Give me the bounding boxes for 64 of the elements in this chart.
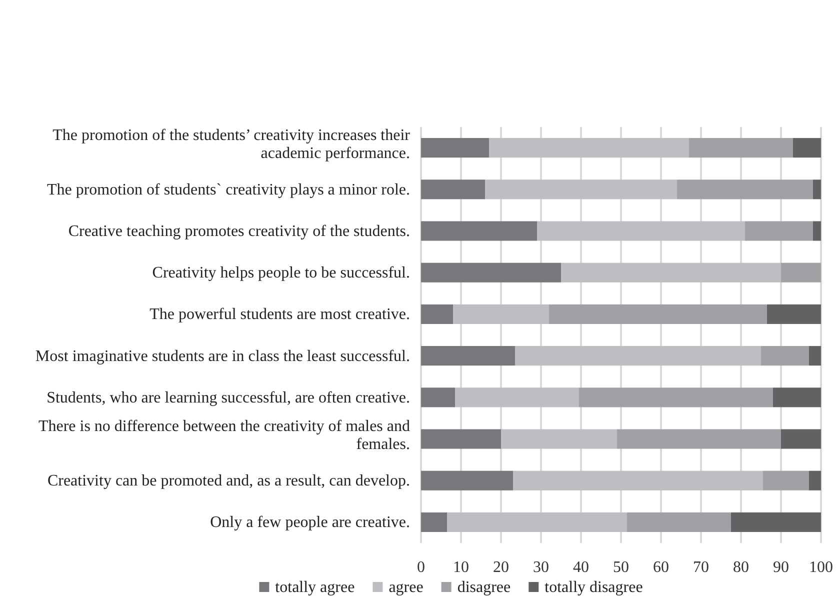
x-tick-label: 0 [417,559,425,576]
y-tick-label: The promotion of students` creativity plays a minor role. [46,180,410,198]
bar [781,429,821,449]
bar [421,346,515,366]
y-tick-label: Most imaginative students are in class the least successful. [35,347,410,364]
y-tick-label: Creativity helps people to be successful. [152,264,410,282]
bar [489,138,689,158]
bar [793,138,821,158]
bar [767,304,821,324]
bar [763,470,809,490]
bar [745,221,813,241]
bar [537,221,745,241]
y-tick-label: There is no difference between the creativity of males and females. [38,418,410,452]
bar [627,512,731,532]
bar [421,429,501,449]
bar [421,221,537,241]
bar [761,346,809,366]
bar [421,138,489,158]
bar [579,388,773,408]
bar [731,512,821,532]
legend-label: totally disagree [544,579,643,596]
bar [689,138,793,158]
x-tick-label: 30 [533,559,549,576]
bar [813,180,821,200]
legend-label: totally agree [275,579,355,596]
x-tick-label: 80 [733,559,749,576]
bar [809,470,821,490]
x-tick-label: 50 [613,559,629,576]
bar [421,470,513,490]
bar [421,304,453,324]
legend-label: disagree [457,579,511,596]
x-tick-label: 40 [573,559,589,576]
bar [617,429,781,449]
bar [421,180,485,200]
x-tick-label: 20 [493,559,509,576]
x-tick-label: 10 [453,559,469,576]
bar [549,304,767,324]
y-tick-label: The powerful students are most creative. [150,306,410,323]
bar [677,180,813,200]
y-tick-label: Students, who are learning successful, are often creative. [46,388,410,406]
bar [455,388,579,408]
bar [513,470,763,490]
y-tick-label: Only a few people are creative. [210,514,410,531]
bar [773,388,821,408]
bar [809,346,821,366]
bar [813,221,821,241]
x-tick-label: 70 [693,559,709,576]
bar [453,304,549,324]
bar [421,388,455,408]
y-tick-label: Creativity can be promoted and, as a result, can develop. [47,472,410,490]
legend-label: agree [388,579,424,596]
bar [421,512,447,532]
x-tick-label: 90 [773,559,789,576]
bar [781,262,821,282]
bar [501,429,617,449]
bar [515,346,761,366]
y-tick-label: Creative teaching promotes creativity of the students. [68,222,410,240]
bar [485,180,677,200]
bar [447,512,627,532]
bar [561,262,781,282]
x-tick-label: 100 [809,559,833,576]
y-tick-label: The promotion of the students’ creativity increases their academic performance. [52,126,411,162]
x-tick-label: 60 [653,559,669,576]
bar [421,262,561,282]
